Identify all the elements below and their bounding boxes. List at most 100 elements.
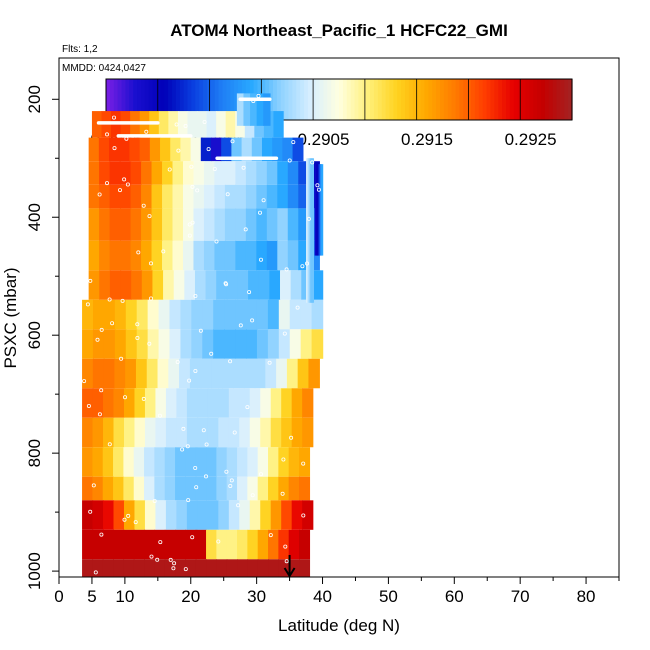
heatmap-cell — [218, 388, 230, 418]
colorbar-swatch — [342, 79, 348, 120]
heatmap-cell — [82, 388, 94, 418]
heatmap-cell — [267, 299, 280, 330]
heatmap-cell — [243, 93, 251, 126]
heatmap-cell — [270, 417, 282, 448]
heatmap-cell — [203, 184, 216, 209]
heatmap-cell — [195, 476, 207, 501]
colorbar-swatch — [304, 79, 309, 120]
heatmap-cell — [299, 559, 311, 577]
sample-marker — [186, 498, 191, 503]
heatmap-cell — [247, 447, 259, 477]
heatmap-cell — [318, 164, 321, 256]
colorbar-swatch — [331, 79, 336, 120]
heatmap-cell — [130, 184, 142, 209]
heatmap-cell — [125, 358, 137, 389]
heatmap-cell — [113, 447, 125, 477]
colorbar-swatch — [447, 79, 453, 120]
heatmap-cell — [197, 111, 208, 138]
sample-marker — [148, 261, 153, 266]
heatmap-cell — [109, 184, 121, 209]
heatmap-cell — [254, 358, 267, 389]
heatmap-cell — [268, 476, 280, 501]
heatmap-cell — [236, 93, 245, 126]
sample-marker — [195, 188, 200, 193]
colorbar-swatch — [113, 79, 119, 120]
colorbar-swatch — [494, 79, 499, 120]
heatmap-cell — [288, 476, 300, 501]
heatmap-cell — [308, 358, 320, 389]
y-tick-label: 400 — [25, 203, 44, 231]
heatmap-cell — [82, 329, 94, 359]
heatmap-cell — [211, 358, 223, 389]
sample-marker — [176, 148, 181, 153]
colorbar-swatch — [486, 79, 492, 120]
heatmap-cell — [170, 137, 182, 162]
heatmap-cell — [200, 358, 213, 389]
colorbar-swatch — [335, 79, 340, 120]
heatmap-cell — [147, 299, 160, 330]
sample-marker — [118, 188, 123, 193]
heatmap-cell — [235, 184, 247, 209]
colorbar-swatch — [272, 79, 278, 120]
sample-marker — [157, 413, 162, 418]
heatmap-cell — [250, 93, 258, 126]
heatmap-cell — [260, 500, 272, 530]
heatmap-cell — [202, 299, 214, 330]
heatmap-cell — [151, 184, 163, 209]
heatmap-cell — [190, 137, 202, 162]
x-tick-label: 5 — [87, 587, 96, 606]
colorbar-swatch — [560, 79, 565, 120]
sample-marker — [181, 426, 186, 431]
heatmap-cell — [180, 329, 193, 359]
heatmap-cell — [193, 161, 205, 185]
heatmap-cell — [310, 158, 312, 303]
heatmap-cell — [232, 358, 245, 389]
colorbar-swatch — [288, 79, 293, 120]
heatmap-cell — [224, 184, 237, 209]
sample-marker — [183, 567, 188, 572]
colorbar-swatch — [513, 79, 519, 120]
colorbar-swatch — [521, 79, 526, 120]
colorbar-swatch — [428, 79, 433, 120]
heatmap-cell — [88, 240, 100, 271]
heatmap-cell — [231, 137, 243, 162]
sample-marker — [107, 297, 112, 302]
colorbar-swatch — [300, 79, 305, 120]
colorbar-swatch — [129, 79, 134, 120]
colorbar-swatch — [459, 79, 464, 120]
colorbar-swatch — [405, 79, 410, 120]
colorbar-swatch — [455, 79, 460, 120]
heatmap-cell — [144, 388, 157, 418]
heatmap-cell — [265, 358, 277, 389]
heatmap-cell — [299, 476, 311, 501]
sample-marker — [105, 181, 110, 186]
colorbar-swatch — [307, 79, 313, 120]
heatmap-cell — [273, 111, 284, 138]
heatmap-cell — [151, 208, 163, 241]
y-tick-label: 1000 — [25, 552, 44, 590]
sample-marker — [124, 136, 129, 141]
heatmap-cell — [211, 137, 222, 162]
heatmap-cell — [102, 447, 114, 477]
heatmap-cell — [308, 184, 320, 209]
heatmap-cell — [102, 559, 114, 577]
heatmap-cell — [270, 500, 282, 530]
heatmap-cell — [281, 417, 293, 448]
colorbar-swatch — [498, 79, 503, 120]
colorbar-swatch — [199, 79, 204, 120]
heatmap-cell — [311, 270, 324, 300]
heatmap-cell — [88, 270, 100, 300]
colorbar-swatch — [478, 79, 484, 120]
heatmap-cell — [249, 388, 261, 418]
sample-marker — [316, 187, 321, 192]
sample-marker — [97, 412, 102, 417]
heatmap-cell — [113, 559, 125, 577]
heatmap-cell — [228, 417, 240, 448]
heatmap-cell — [125, 329, 138, 359]
colorbar-swatch — [280, 79, 286, 120]
heatmap-cell — [88, 161, 100, 185]
heatmap-cell — [82, 500, 94, 530]
arrow-head — [283, 567, 296, 578]
heatmap-cell — [206, 476, 218, 501]
